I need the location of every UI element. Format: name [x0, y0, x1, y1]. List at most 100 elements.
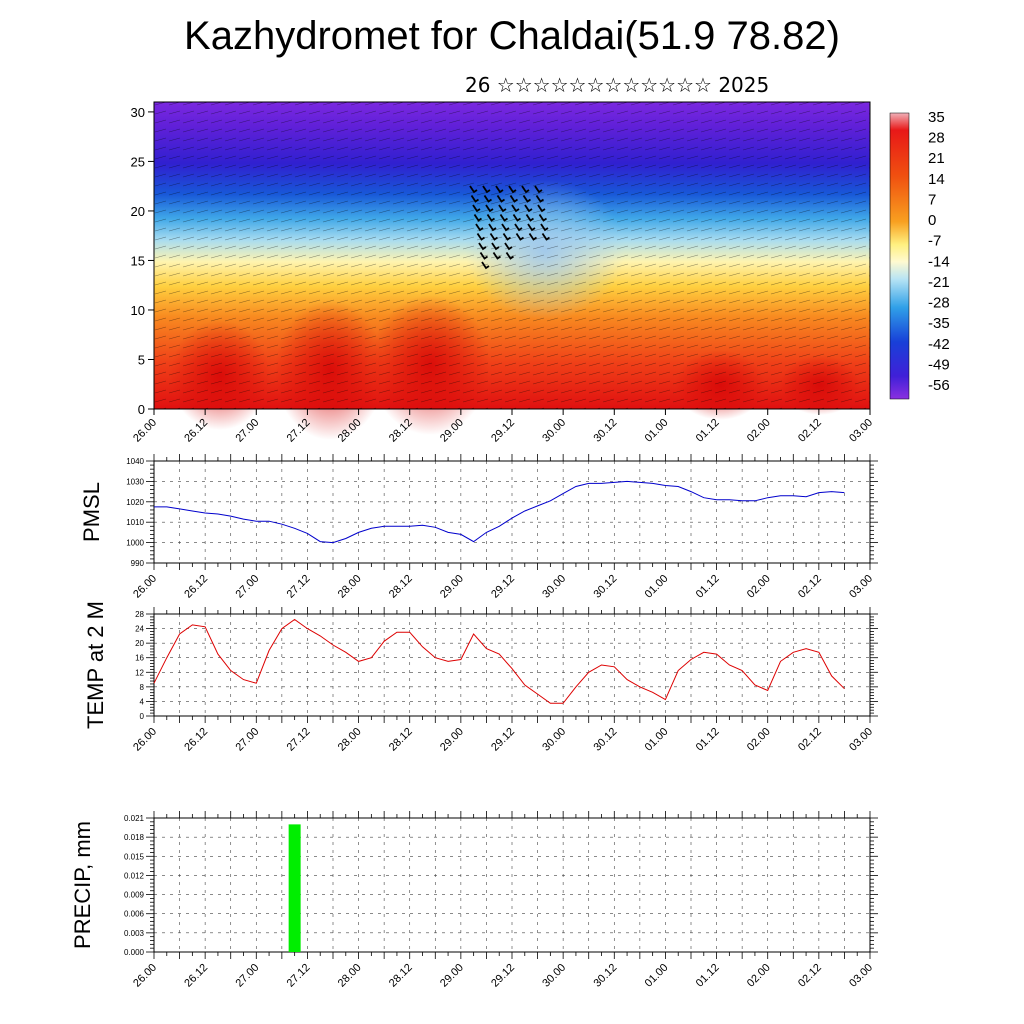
- wind-barb: [541, 233, 550, 241]
- wind-barb: [482, 185, 491, 194]
- y-tick-label: 16: [135, 654, 144, 663]
- x-tick-label: 01.00: [643, 962, 671, 990]
- y-tick-label: 1020: [126, 498, 144, 507]
- x-tick-label: 28.00: [336, 573, 364, 601]
- wind-barb: [540, 223, 549, 232]
- grid: [153, 460, 871, 564]
- wind-barb: [489, 233, 498, 241]
- precip-bar: [288, 824, 301, 952]
- wind-barb: [473, 214, 482, 222]
- y-tick-label: 20: [135, 639, 144, 648]
- y-tick-label: 1030: [126, 477, 144, 486]
- colorbar-label: -14: [928, 253, 950, 270]
- y-tick-label: 0.009: [124, 891, 145, 900]
- y-axis-label: TEMP at 2 M: [83, 601, 108, 729]
- colorbar-scale: [889, 112, 910, 400]
- y-tick-label: 25: [131, 154, 145, 169]
- colorbar-label: 35: [928, 109, 945, 126]
- y-tick-label: 4: [140, 697, 145, 706]
- y-tick-label: 8: [140, 683, 145, 692]
- y-tick-label: 0.000: [124, 948, 145, 957]
- wind-barb: [499, 214, 508, 222]
- wind-barb: [501, 223, 510, 232]
- x-tick-label: 30.12: [591, 962, 619, 990]
- y-tick-label: 1010: [126, 518, 144, 527]
- wind-barb: [488, 223, 497, 232]
- x-tick-label: 27.12: [285, 573, 313, 601]
- colorbar-label: -49: [928, 356, 950, 373]
- y-tick-label: 24: [135, 625, 144, 634]
- y-tick-label: 28: [135, 610, 144, 619]
- wind-barb: [514, 223, 523, 232]
- x-tick-label: 28.00: [336, 726, 364, 754]
- colorbar-label: 21: [928, 150, 945, 167]
- x-tick-label: 26.12: [182, 962, 210, 990]
- x-tick-label: 02.12: [796, 417, 824, 445]
- wind-barb: [469, 185, 478, 194]
- x-tick-label: 30.12: [591, 417, 619, 445]
- x-tick-label: 26.00: [131, 726, 159, 754]
- x-tick-label: 02.12: [796, 726, 824, 754]
- y-tick-label: 30: [131, 105, 145, 120]
- colorbar-label: -7: [928, 233, 941, 250]
- y-axis-label: PRECIP, mm: [70, 821, 95, 949]
- y-tick-label: 0.021: [124, 814, 145, 823]
- wind-barb: [470, 195, 479, 203]
- grid: [153, 613, 871, 717]
- x-tick-label: 29.12: [489, 962, 517, 990]
- y-tick-label: 12: [135, 668, 144, 677]
- colorbar-label: -21: [928, 274, 950, 291]
- y-tick-label: 15: [131, 253, 145, 268]
- x-tick-label: 03.00: [847, 726, 875, 754]
- x-tick-label: 02.00: [745, 962, 773, 990]
- x-tick-label: 01.12: [694, 726, 722, 754]
- colorbar-label: 0: [928, 212, 936, 229]
- y-axis-label: PMSL: [79, 482, 104, 542]
- x-tick-label: 03.00: [847, 962, 875, 990]
- x-tick-label: 29.12: [489, 417, 517, 445]
- x-tick-label: 30.00: [540, 726, 568, 754]
- cross-section-y-axis: 0 5 10 15 20 25 30: [131, 105, 154, 417]
- wind-barb: [472, 204, 481, 213]
- wind-barb: [492, 252, 501, 260]
- x-tick-label: 27.12: [285, 962, 313, 990]
- y-tick-label: 0.018: [124, 833, 145, 842]
- x-tick-label: 29.00: [438, 726, 466, 754]
- wind-barb: [505, 252, 514, 260]
- pmsl-panel: 990 1000 1010 1020 1030 1040 26.00 26.12 27.00 27…: [79, 454, 878, 601]
- y-tick-label: 0: [140, 712, 145, 721]
- x-tick-label: 30.00: [540, 573, 568, 601]
- y-tick-label: 10: [131, 303, 145, 318]
- grid: [153, 817, 871, 953]
- wind-barb: [527, 223, 536, 232]
- x-tick-label: 02.00: [745, 726, 773, 754]
- x-tick-label: 30.00: [540, 962, 568, 990]
- x-tick-label: 28.12: [387, 726, 415, 754]
- y-tick-label: 20: [131, 204, 145, 219]
- x-tick-label: 30.00: [540, 417, 568, 445]
- wind-barb: [538, 214, 547, 222]
- colorbar-label: 7: [928, 191, 936, 208]
- wind-barb: [498, 204, 507, 213]
- wind-barb: [528, 233, 537, 241]
- wind-barb: [522, 195, 531, 203]
- x-tick-label: 02.12: [796, 573, 824, 601]
- x-tick-label: 03.00: [847, 417, 875, 445]
- wind-barb: [479, 252, 488, 260]
- wind-barb: [509, 195, 518, 203]
- series-line: [153, 618, 845, 704]
- colorbar-labels: 35 28 21 14 7 0 -7 -14 -21 -28 -35 -42 -49 -56: [928, 109, 950, 394]
- wind-barb: [485, 204, 494, 213]
- y-tick-label: 0.015: [124, 852, 145, 861]
- y-tick-label: 0: [138, 402, 145, 417]
- x-tick-label: 27.00: [233, 573, 261, 601]
- x-tick-label: 30.12: [591, 573, 619, 601]
- series-line: [154, 480, 845, 544]
- wind-barb: [535, 195, 544, 203]
- wind-barb: [478, 242, 487, 251]
- wind-barb: [481, 261, 490, 270]
- wind-barb: [483, 195, 492, 203]
- x-tick-label: 28.12: [387, 573, 415, 601]
- wind-barb: [537, 204, 546, 213]
